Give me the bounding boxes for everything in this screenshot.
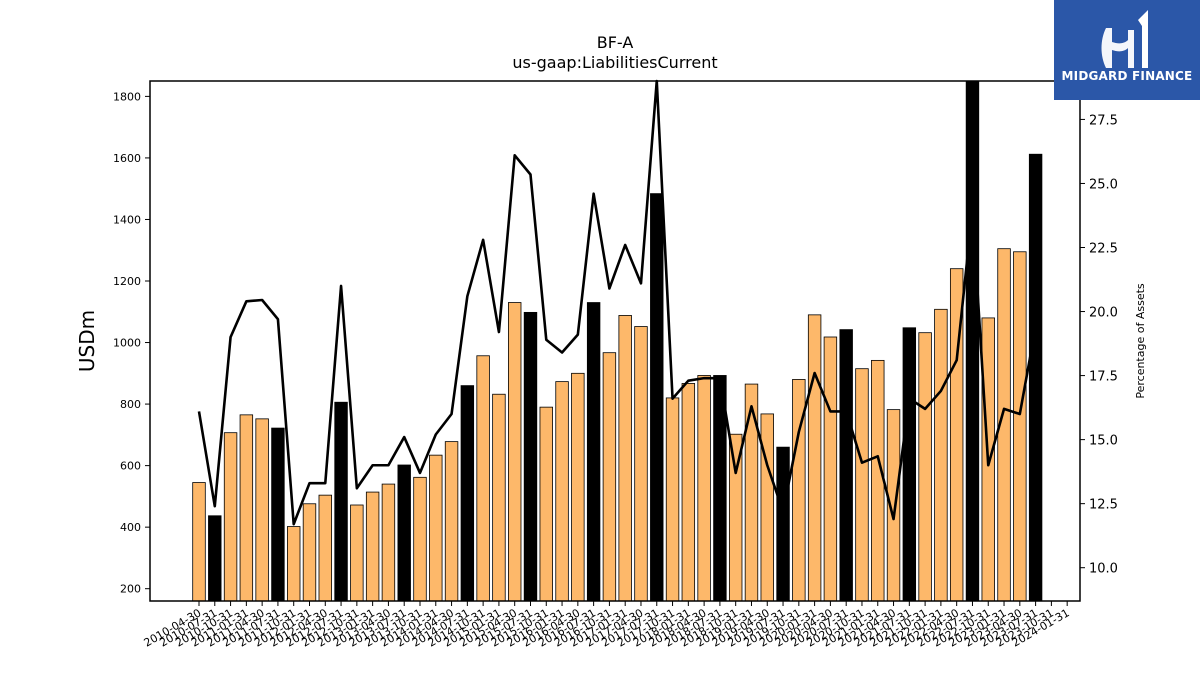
bar bbox=[760, 413, 774, 602]
y2-tick-label: 20.0 bbox=[1089, 306, 1118, 321]
bar bbox=[507, 302, 522, 602]
plot-frame bbox=[149, 80, 1081, 602]
bar bbox=[492, 393, 506, 602]
bar bbox=[871, 359, 885, 602]
y-tick-label: 600 bbox=[120, 460, 141, 473]
logo-mark-icon bbox=[1101, 10, 1148, 68]
bar bbox=[555, 381, 569, 602]
bar bbox=[302, 503, 317, 602]
y-tick-label: 1600 bbox=[113, 152, 141, 165]
bar bbox=[618, 315, 632, 602]
y-tick-label: 1800 bbox=[113, 90, 141, 103]
bar bbox=[318, 494, 332, 602]
bar bbox=[602, 352, 617, 602]
y-tick-label: 200 bbox=[120, 583, 141, 596]
bar bbox=[397, 464, 411, 602]
bar bbox=[223, 432, 238, 602]
bar bbox=[697, 375, 711, 602]
y2-tick-label: 25.0 bbox=[1089, 177, 1118, 192]
chart-subtitle: us-gaap:LiabilitiesCurrent bbox=[512, 53, 717, 72]
bar bbox=[681, 383, 696, 602]
bar bbox=[208, 515, 222, 602]
line-layer bbox=[197, 79, 1037, 526]
y2-tick-label: 12.5 bbox=[1089, 498, 1118, 513]
bars-layer bbox=[192, 80, 1043, 602]
bar bbox=[523, 311, 538, 602]
y-tick-label: 1000 bbox=[113, 337, 141, 350]
bar bbox=[776, 446, 790, 602]
bar bbox=[807, 314, 822, 602]
y2-tick-label: 15.0 bbox=[1089, 434, 1118, 449]
bar bbox=[192, 482, 206, 602]
bar bbox=[855, 368, 869, 602]
y-tick-label: 1400 bbox=[113, 213, 141, 226]
bar bbox=[334, 401, 348, 602]
bar bbox=[444, 441, 459, 602]
bar bbox=[902, 327, 917, 602]
y2-tick-label: 27.5 bbox=[1089, 113, 1118, 128]
midgard-finance-logo: MIDGARD FINANCE bbox=[1054, 0, 1200, 100]
y2-tick-label: 17.5 bbox=[1089, 370, 1118, 385]
bar bbox=[350, 504, 364, 602]
bar bbox=[1028, 153, 1043, 602]
percentage-line bbox=[197, 79, 1037, 526]
bar bbox=[965, 80, 980, 602]
bar bbox=[823, 336, 838, 602]
y2-tick-label: 22.5 bbox=[1089, 242, 1118, 257]
y2-tick-label: 10.0 bbox=[1089, 562, 1118, 577]
bar bbox=[365, 491, 380, 602]
bar bbox=[476, 355, 490, 602]
bar bbox=[571, 372, 585, 602]
bar bbox=[539, 406, 553, 602]
bar bbox=[239, 414, 254, 602]
bar bbox=[634, 326, 648, 602]
bar bbox=[271, 427, 285, 602]
y-axis-label: USDm bbox=[75, 310, 99, 372]
y-tick-label: 800 bbox=[120, 398, 141, 411]
bar bbox=[650, 193, 664, 602]
chart-title: BF-A bbox=[597, 33, 634, 52]
bar bbox=[918, 332, 932, 602]
bar bbox=[460, 385, 475, 602]
bar bbox=[381, 483, 396, 602]
bar bbox=[839, 329, 853, 602]
bar bbox=[429, 454, 443, 602]
bar bbox=[1013, 251, 1027, 602]
bar bbox=[744, 383, 759, 602]
bar bbox=[255, 418, 269, 602]
bar bbox=[586, 302, 601, 602]
bar bbox=[934, 308, 948, 602]
bar bbox=[287, 526, 301, 602]
y-tick-label: 1200 bbox=[113, 275, 141, 288]
y-tick-label: 400 bbox=[120, 521, 141, 534]
logo-text: MIDGARD FINANCE bbox=[1061, 69, 1193, 83]
bar bbox=[413, 476, 427, 602]
y2-axis-label: Percentage of Assets bbox=[1134, 283, 1147, 399]
axes-layer: 200 400 600 800 1000 1200 1400 1600 1800 10.0 12.5… bbox=[113, 80, 1118, 650]
bar bbox=[665, 397, 680, 602]
